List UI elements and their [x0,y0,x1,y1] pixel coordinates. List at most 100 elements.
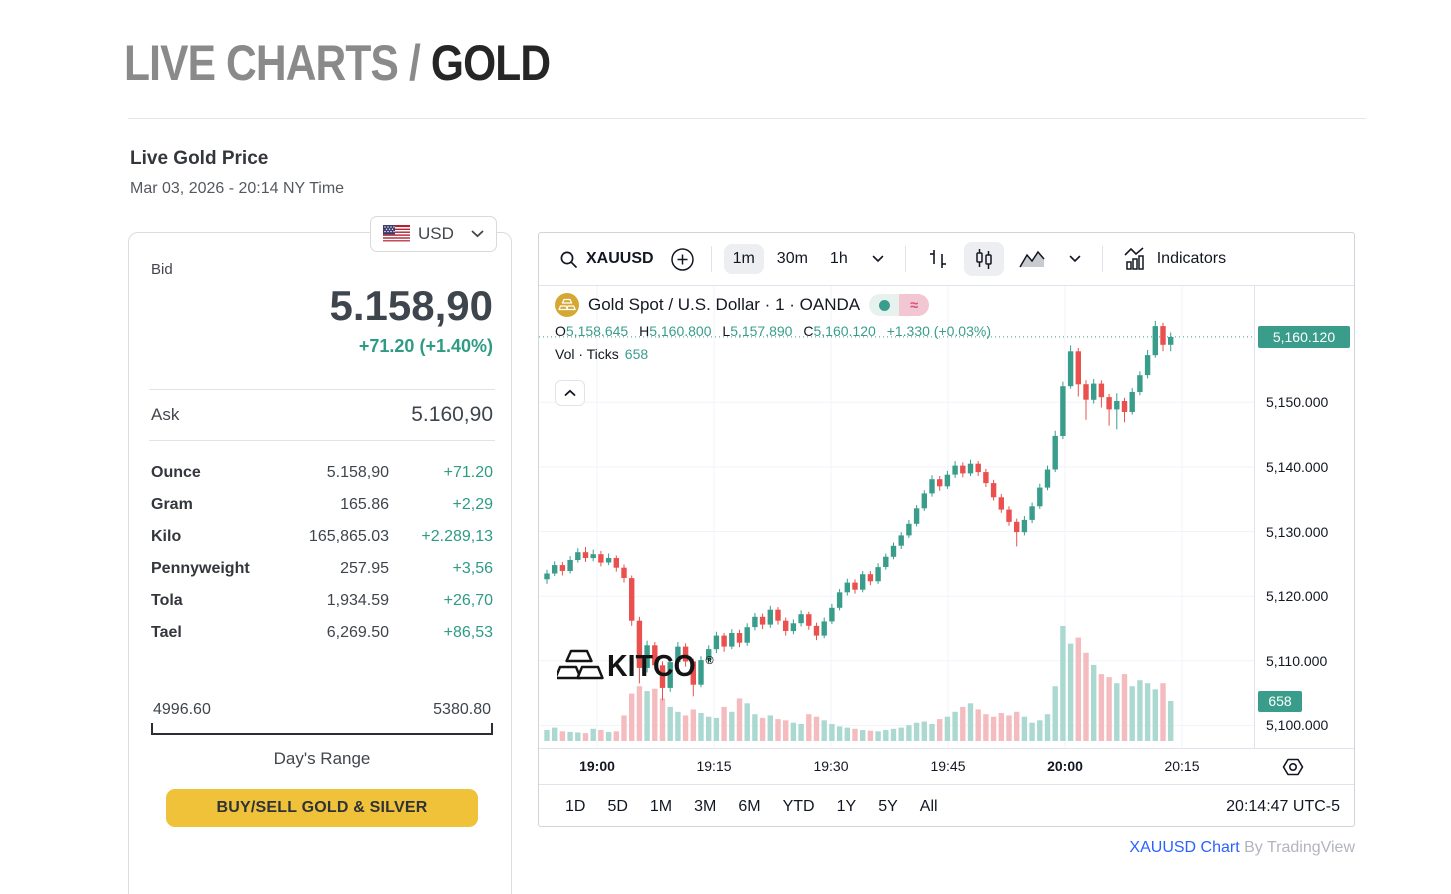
unit-value: 1,934.59 [326,592,389,609]
range-3m[interactable]: 3M [686,794,724,820]
ask-price: 5.160,90 [411,403,493,426]
unit-row: Tael 6,269.50 +86,53 [151,617,493,649]
xauusd-chart-link[interactable]: XAUUSD Chart [1129,839,1240,856]
unit-change: +71.20 [443,464,493,481]
days-range-widget: 4996.60 5380.80 Day's Range [151,701,493,769]
change-value: +1.330 (+0.03%) [886,323,991,339]
chart-toolbar: XAUUSD 1m 30m 1h [539,233,1354,286]
unit-value: 165.86 [340,496,389,513]
market-status-pill[interactable]: ≈ [869,294,930,316]
range-low: 4996.60 [153,701,211,718]
time-tick: 20:00 [1047,758,1083,774]
candlestick-chart [539,286,1254,748]
interval-30m[interactable]: 30m [768,244,817,274]
delayed-data-icon: ≈ [899,294,930,316]
ask-label: Ask [151,405,180,424]
symbol-text: XAUUSD [586,250,654,267]
unit-change: +3,56 [452,560,493,577]
unit-row: Pennyweight 257.95 +3,56 [151,553,493,585]
ask-row: Ask 5.160,90 [151,390,493,440]
price-tick: 5,140.000 [1266,458,1329,475]
tradingview-chart-card: XAUUSD 1m 30m 1h [538,232,1355,827]
breadcrumb-gold: GOLD [430,35,551,91]
bid-label: Bid [151,261,173,278]
toolbar-separator [1101,246,1103,272]
divider [149,389,495,390]
unit-label: Gram [151,496,193,513]
bars-style-icon[interactable] [918,242,958,276]
legend-collapse-button[interactable] [555,380,585,406]
search-icon [559,250,578,269]
unit-label: Kilo [151,528,182,545]
indicators-label: Indicators [1156,250,1227,267]
high-value: 5,160.800 [649,323,712,339]
range-1d[interactable]: 1D [557,794,593,820]
buy-sell-button[interactable]: BUY/SELL GOLD & SILVER [166,789,478,827]
area-style-icon[interactable] [1010,243,1054,275]
kitco-watermark-text: KITCO [607,648,696,683]
chart-symbol-title[interactable]: Gold Spot / U.S. Dollar · 1 · OANDA [588,295,861,314]
range-buttons: 1D 5D 1M 3M 6M YTD 1Y 5Y All [557,794,946,820]
unit-change: +26,70 [443,592,493,609]
chart-plot-area[interactable]: Gold Spot / U.S. Dollar · 1 · OANDA ≈ O5… [539,286,1254,748]
unit-row: Tola 1,934.59 +26,70 [151,585,493,617]
range-6m[interactable]: 6M [730,794,768,820]
range-bracket [151,723,493,735]
price-tick: 5,150.000 [1266,394,1329,411]
candles-style-icon[interactable] [963,242,1004,276]
registered-mark: ® [705,655,714,667]
attribution-byline: By TradingView [1244,839,1355,856]
chart-footer: 1D 5D 1M 3M 6M YTD 1Y 5Y All 20:14:47 UTC-5 [539,784,1354,828]
kitco-watermark: KITCO ® [557,648,714,681]
range-5y[interactable]: 5Y [870,794,906,820]
price-axis[interactable]: 5,160.120 658 5,150.000 5,140.000 5,130.00… [1254,286,1354,748]
unit-label: Tael [151,624,182,641]
range-ytd[interactable]: YTD [775,794,823,820]
price-tick: 5,110.000 [1266,652,1328,669]
range-all[interactable]: All [912,794,946,820]
divider [149,440,495,441]
unit-row: Ounce 5.158,90 +71.20 [151,457,493,489]
kitco-gold-bars-icon [557,648,605,681]
indicators-icon [1123,247,1149,271]
unit-row: Gram 165.86 +2,29 [151,489,493,521]
axis-settings-icon[interactable] [1282,756,1304,783]
open-value: 5,158.645 [565,323,629,339]
bid-change: +71.20 (+1.40%) [358,336,493,356]
unit-value: 6,269.50 [326,624,389,641]
footer-clock[interactable]: 20:14:47 UTC-5 [1226,797,1340,815]
unit-price-table: Ounce 5.158,90 +71.20 Gram 165.86 +2,29 Kilo 16… [151,457,493,649]
indicators-button[interactable]: Indicators [1115,241,1234,277]
unit-change: +2,29 [452,496,493,513]
unit-label: Pennyweight [151,560,250,577]
time-tick: 20:15 [1164,758,1200,774]
interval-dropdown-chevron[interactable] [863,249,893,269]
currency-selector[interactable]: USD [370,216,497,252]
time-tick: 19:30 [813,758,849,774]
price-tick: 5,100.000 [1266,717,1329,734]
quote-datetime: Mar 03, 2026 - 20:14 NY Time [130,180,345,197]
chart-attribution: XAUUSD Chart By TradingView [538,839,1355,857]
range-5d[interactable]: 5D [599,794,635,820]
interval-1h[interactable]: 1h [821,244,857,274]
us-flag-icon [383,225,410,243]
bid-price: 5.158,90 [329,282,494,329]
time-axis[interactable]: 19:00 19:15 19:30 19:45 20:00 20:15 [539,748,1354,784]
range-1m[interactable]: 1M [642,794,680,820]
interval-1m[interactable]: 1m [723,244,764,274]
compare-add-icon[interactable] [666,243,699,276]
breadcrumb-live-charts: LIVE CHARTS / [124,35,421,91]
style-dropdown-chevron[interactable] [1060,249,1090,269]
header-divider [128,118,1366,119]
time-tick: 19:15 [696,758,732,774]
unit-change: +2.289,13 [421,528,493,545]
symbol-search[interactable]: XAUUSD [553,246,660,273]
page-title: LIVE CHARTS / GOLD [124,34,551,92]
gold-coin-icon [555,293,579,317]
toolbar-separator [904,246,906,272]
currency-label: USD [418,224,454,243]
range-1y[interactable]: 1Y [829,794,865,820]
days-range-label: Day's Range [273,749,371,768]
chart-legend: Gold Spot / U.S. Dollar · 1 · OANDA ≈ O5… [555,293,998,362]
